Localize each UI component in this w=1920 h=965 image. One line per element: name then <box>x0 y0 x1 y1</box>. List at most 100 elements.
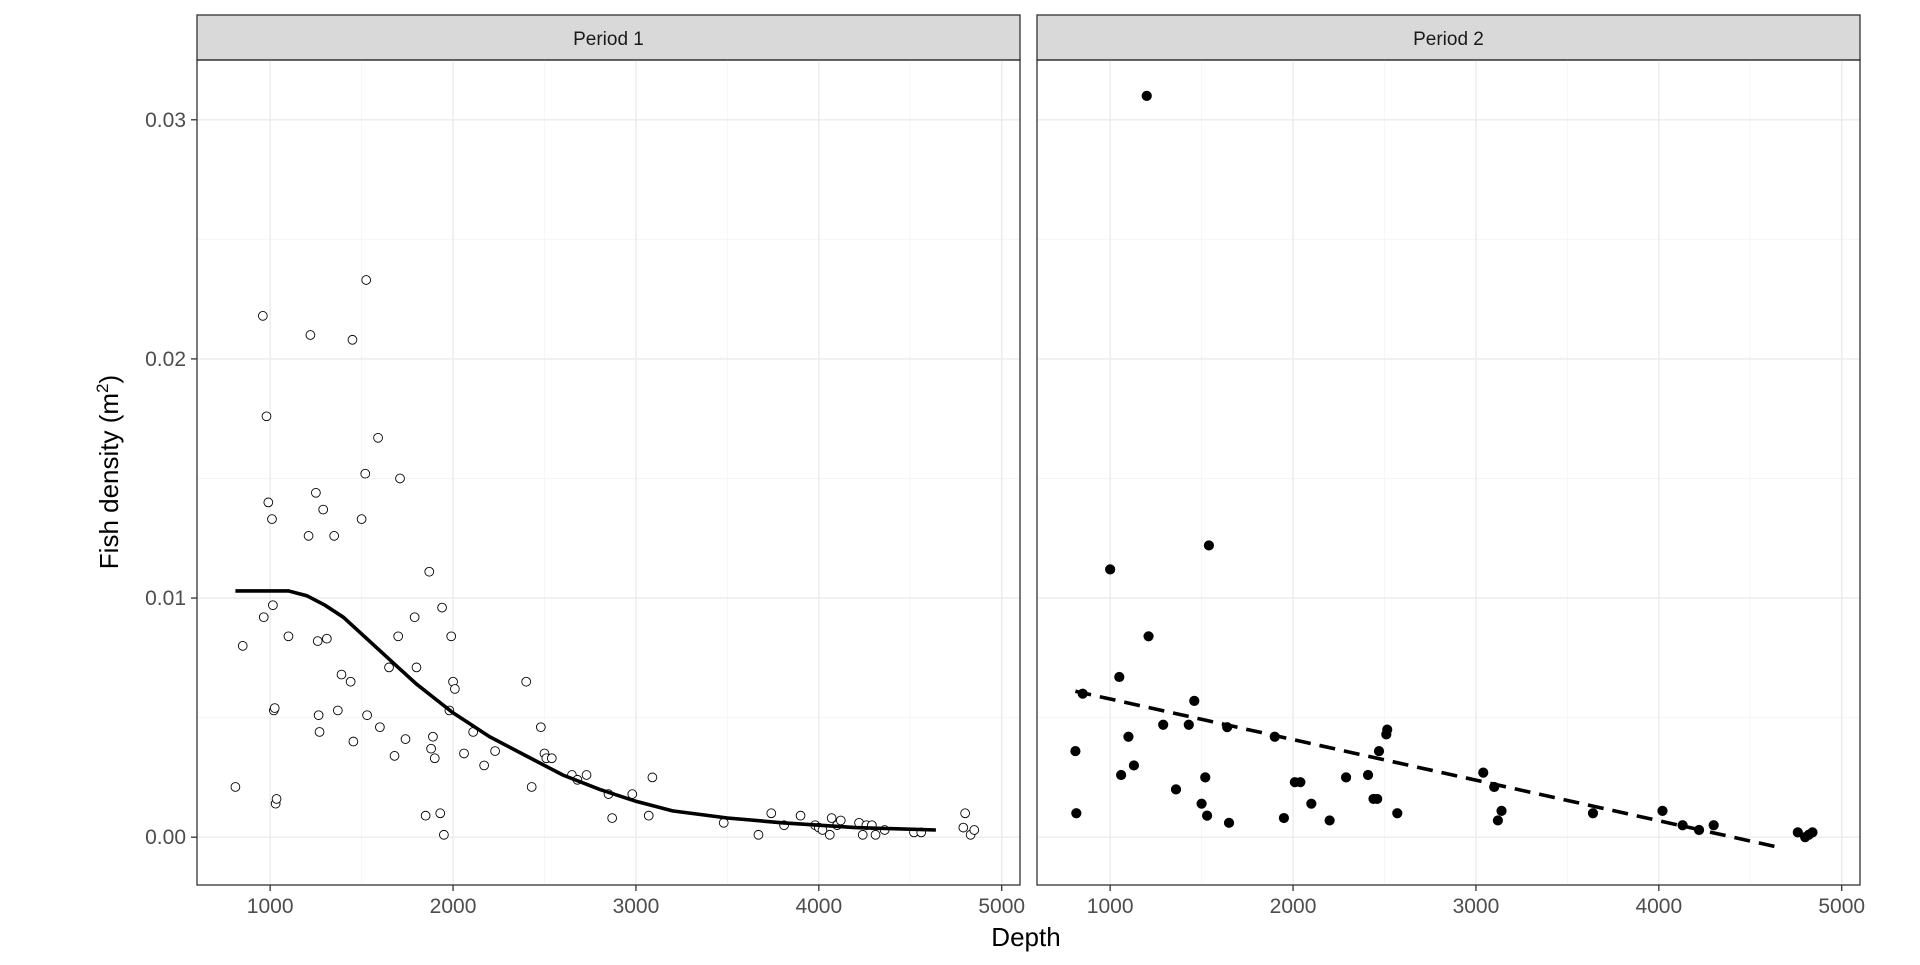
y-axis-title-close: ) <box>94 375 124 384</box>
x-tick-label: 3000 <box>1453 895 1500 918</box>
data-point <box>411 662 422 673</box>
data-point <box>336 669 347 680</box>
y-axis-title-main: Fish density (m <box>94 393 124 569</box>
panel-border <box>1036 59 1861 886</box>
data-point <box>647 772 658 783</box>
x-tick-label: 3000 <box>613 895 660 918</box>
data-point <box>824 829 835 840</box>
y-tick-label: 0.01 <box>145 587 186 610</box>
data-point <box>409 612 420 623</box>
data-point <box>607 813 618 823</box>
data-point <box>311 487 321 498</box>
data-point <box>373 432 383 443</box>
data-point <box>1382 724 1393 735</box>
data-point <box>230 782 241 792</box>
y-tick-label: 0.00 <box>145 826 186 849</box>
x-axis: 1000 2000 3000 4000 5000 1000 2000 3000 4000 5000 <box>247 885 1865 918</box>
data-point <box>1116 769 1127 781</box>
data-point <box>1071 808 1082 819</box>
panel-border <box>196 59 1021 886</box>
data-point <box>521 676 532 687</box>
data-point <box>1373 745 1385 757</box>
data-point <box>1123 731 1134 742</box>
data-point <box>1143 631 1154 642</box>
data-point <box>428 731 438 742</box>
data-point <box>969 825 980 835</box>
data-point <box>314 727 325 737</box>
data-point <box>1708 820 1719 831</box>
x-tick-label: 4000 <box>795 895 842 918</box>
data-point <box>424 566 435 577</box>
data-point <box>718 817 729 828</box>
data-point <box>356 514 367 524</box>
data-point <box>1306 798 1317 809</box>
data-point <box>269 703 280 713</box>
data-point <box>1128 760 1140 771</box>
x-tick-label: 2000 <box>1270 895 1317 918</box>
data-point <box>795 810 806 821</box>
data-point <box>1114 671 1125 683</box>
x-tick-label: 1000 <box>247 895 294 918</box>
data-point <box>857 829 868 840</box>
data-point <box>267 514 277 524</box>
data-point <box>1792 827 1803 838</box>
data-point <box>257 311 268 321</box>
data-point <box>1392 808 1403 819</box>
data-point <box>1141 90 1152 101</box>
data-point <box>393 631 404 642</box>
data-point <box>361 275 372 285</box>
data-point <box>1340 772 1352 783</box>
data-point <box>753 829 764 840</box>
data-point <box>313 710 324 721</box>
facet-strip-label: Period 1 <box>573 29 644 50</box>
data-point <box>258 612 269 623</box>
y-axis: 0.00 0.01 0.02 0.03 <box>145 109 197 849</box>
panel-1: Period 1 <box>196 14 1021 886</box>
data-point <box>283 631 294 642</box>
data-point <box>1105 564 1116 575</box>
data-point <box>360 468 371 479</box>
data-point <box>1496 805 1507 816</box>
data-point <box>479 760 489 771</box>
x-tick-label: 1000 <box>1087 895 1134 918</box>
data-point <box>581 770 592 780</box>
data-point <box>1324 815 1335 826</box>
data-point <box>1657 805 1668 816</box>
trend-line-dashed <box>1075 689 1777 849</box>
data-point <box>322 633 332 644</box>
data-point <box>400 734 411 744</box>
data-point <box>1070 745 1081 757</box>
data-point <box>643 810 654 821</box>
x-tick-label: 5000 <box>1818 895 1865 918</box>
data-point <box>426 743 436 754</box>
data-point <box>303 531 314 541</box>
data-point <box>1278 812 1290 824</box>
data-point <box>835 815 846 826</box>
data-point <box>1158 719 1169 730</box>
data-point <box>362 710 372 721</box>
data-point <box>435 808 446 819</box>
data-point <box>375 722 385 733</box>
data-point <box>395 473 405 484</box>
x-tick-label: 4000 <box>1635 895 1682 918</box>
x-tick-label: 5000 <box>978 895 1025 918</box>
data-point <box>237 641 248 651</box>
data-point <box>1170 784 1182 795</box>
facet-strip-2 <box>1036 14 1861 61</box>
data-point <box>450 684 460 694</box>
data-point <box>312 636 323 646</box>
trend-line-solid <box>235 589 936 832</box>
data-point <box>261 411 272 422</box>
data-point <box>1183 719 1194 730</box>
data-point <box>960 808 970 819</box>
x-axis-title: Depth <box>991 922 1060 952</box>
data-point <box>329 531 340 541</box>
data-point <box>332 705 343 716</box>
data-point <box>870 829 881 840</box>
data-point <box>766 808 777 819</box>
data-point <box>420 810 431 821</box>
data-point <box>1372 793 1383 805</box>
data-point <box>384 662 394 673</box>
y-tick-label: 0.02 <box>145 348 186 371</box>
